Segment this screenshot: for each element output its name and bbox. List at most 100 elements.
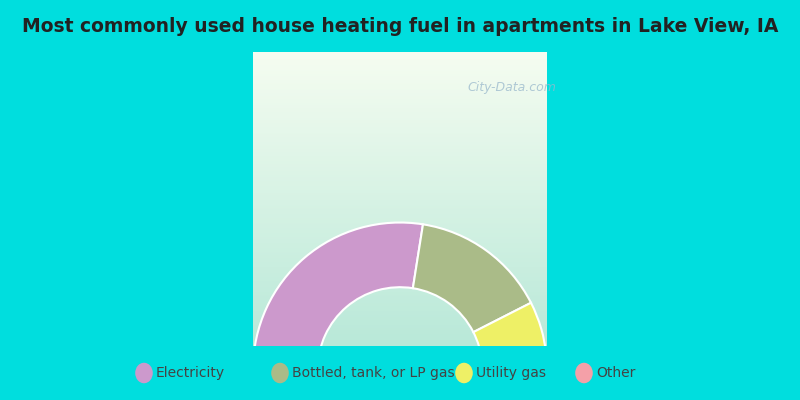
Bar [253, 77, 547, 78]
Bar [253, 326, 547, 327]
Bar [253, 115, 547, 117]
Bar [253, 300, 547, 302]
Bar [253, 158, 547, 159]
Bar [253, 324, 547, 326]
Bar [253, 322, 547, 324]
Bar [253, 302, 547, 303]
Bar [253, 228, 547, 230]
Bar [253, 108, 547, 109]
Bar [253, 218, 547, 220]
Bar [253, 334, 547, 336]
Bar [253, 298, 547, 299]
Bar [253, 105, 547, 106]
Bar [253, 181, 547, 183]
Bar [253, 126, 547, 127]
Bar [253, 224, 547, 226]
Bar [253, 122, 547, 124]
Bar [253, 137, 547, 139]
Bar [253, 271, 547, 272]
Bar [253, 272, 547, 274]
Bar [253, 212, 547, 214]
Bar [253, 239, 547, 240]
Bar [253, 343, 547, 344]
Bar [253, 204, 547, 205]
Bar [253, 168, 547, 170]
Bar [253, 206, 547, 208]
Bar [253, 159, 547, 161]
Bar [253, 258, 547, 259]
Bar [253, 74, 547, 76]
Bar [253, 318, 547, 320]
Bar [253, 146, 547, 148]
Bar [253, 102, 547, 104]
Bar [253, 96, 547, 98]
Bar [253, 186, 547, 187]
Bar [253, 145, 547, 146]
Bar [253, 315, 547, 317]
Bar [253, 311, 547, 312]
Bar [253, 299, 547, 300]
Bar [253, 124, 547, 126]
Bar [253, 202, 547, 204]
Bar [253, 55, 547, 56]
Bar [253, 89, 547, 90]
Bar [253, 87, 547, 89]
Bar [253, 217, 547, 218]
Bar [253, 292, 547, 293]
Bar [253, 339, 547, 340]
Bar [253, 112, 547, 114]
Bar [253, 244, 547, 246]
Bar [253, 99, 547, 100]
Bar [253, 330, 547, 331]
Bar [253, 78, 547, 80]
Bar [253, 321, 547, 322]
Bar [253, 287, 547, 289]
Bar [253, 174, 547, 176]
Bar [253, 142, 547, 143]
Bar [253, 149, 547, 150]
Bar [253, 180, 547, 181]
Bar [253, 200, 547, 202]
Bar [253, 68, 547, 70]
Bar [253, 240, 547, 242]
Bar [253, 177, 547, 178]
Bar [253, 331, 547, 333]
Bar [253, 221, 547, 222]
Bar [253, 305, 547, 306]
Bar [253, 286, 547, 287]
Bar [253, 303, 547, 305]
Bar [253, 131, 547, 133]
Bar [253, 312, 547, 314]
Text: City-Data.com: City-Data.com [467, 81, 556, 94]
Bar [253, 152, 547, 154]
Bar [253, 328, 547, 330]
Bar [253, 208, 547, 209]
Bar [253, 320, 547, 321]
Bar [253, 61, 547, 62]
Bar [253, 86, 547, 87]
Bar [253, 165, 547, 167]
Bar [253, 62, 547, 64]
Bar [253, 215, 547, 217]
Bar [253, 237, 547, 239]
Bar [253, 249, 547, 250]
Bar [253, 199, 547, 200]
Bar [253, 84, 547, 86]
Bar [253, 262, 547, 264]
Bar [253, 70, 547, 71]
Bar [253, 294, 547, 296]
Bar [253, 281, 547, 283]
Bar [253, 111, 547, 112]
Bar [253, 209, 547, 211]
Bar [253, 205, 547, 206]
Bar [253, 246, 547, 248]
Bar [253, 284, 547, 286]
Bar [253, 252, 547, 253]
Bar [253, 265, 547, 267]
Bar [253, 150, 547, 152]
Bar [253, 268, 547, 270]
Bar [253, 72, 547, 74]
Bar [253, 52, 547, 54]
Bar [253, 178, 547, 180]
Bar [253, 226, 547, 227]
